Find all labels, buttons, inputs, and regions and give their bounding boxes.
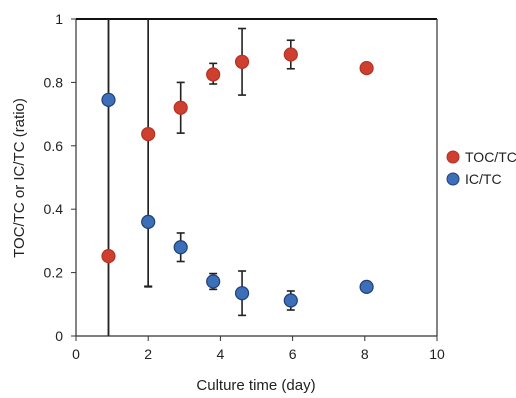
ic-tc-point (234, 286, 250, 301)
x-tick-label: 2 (144, 346, 152, 362)
legend-marker-toc-tc (446, 150, 460, 164)
toc-tc-point (234, 54, 250, 69)
y-tick-label: 0.8 (44, 74, 64, 90)
y-tick-label: 0 (55, 328, 63, 344)
legend-marker-ic-tc (446, 172, 460, 186)
ic-tc-point (173, 240, 188, 255)
x-tick-label: 0 (72, 346, 80, 362)
toc-tc-point (173, 100, 188, 115)
ic-tc-point (359, 279, 374, 294)
legend: TOC/TC IC/TC (446, 149, 516, 187)
error-bars (107, 19, 295, 336)
x-tick-label: 4 (217, 346, 225, 362)
data-markers (101, 47, 374, 308)
y-axis-title: TOC/TC or IC/TC (ratio) (11, 98, 28, 258)
x-tick-label: 10 (429, 346, 445, 362)
legend-label-ic-tc: IC/TC (465, 171, 502, 187)
toc-tc-point (101, 249, 116, 264)
y-tick-label: 0.4 (44, 201, 64, 217)
toc-tc-point (141, 126, 156, 142)
x-axis-title: Culture time (day) (196, 377, 315, 393)
ic-tc-point (283, 293, 298, 308)
y-tick-label: 0.2 (44, 265, 64, 281)
tick-labels: 0 2 4 6 8 10 0 0.2 0.4 0.6 0.8 1 (44, 11, 445, 362)
toc-tc-point (359, 61, 374, 76)
x-tick-label: 8 (361, 346, 369, 362)
y-tick-label: 1 (55, 11, 63, 27)
axes (71, 18, 438, 341)
toc-tc-point (206, 67, 221, 82)
ic-tc-point (101, 92, 116, 107)
legend-label-toc-tc: TOC/TC (465, 149, 516, 165)
x-tick-label: 6 (289, 346, 297, 362)
ic-tc-point (141, 214, 156, 229)
y-tick-label: 0.6 (44, 138, 64, 154)
ic-tc-point (206, 274, 221, 289)
toc-tc-point (283, 47, 298, 62)
